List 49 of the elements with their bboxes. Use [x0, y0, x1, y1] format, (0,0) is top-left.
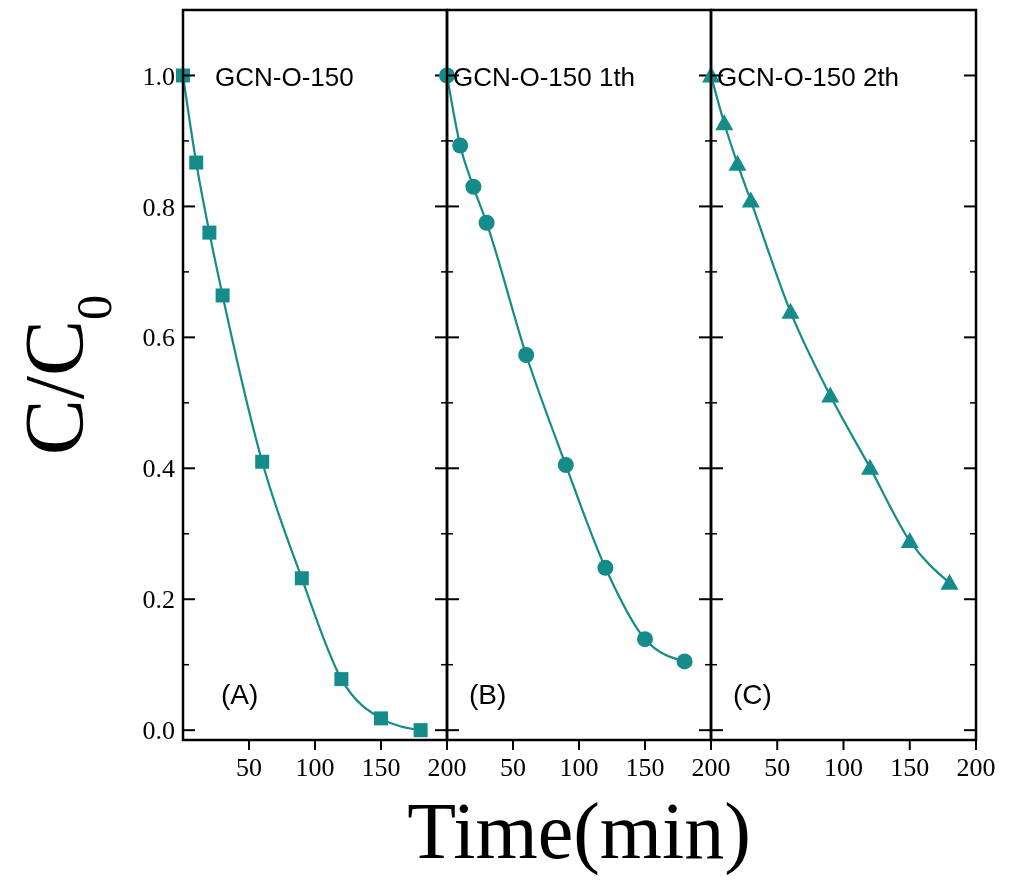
point	[940, 573, 959, 590]
point	[202, 225, 217, 240]
x-tick-label: 50	[764, 753, 791, 782]
x-tick-label: 200	[956, 753, 996, 782]
x-tick-label: 150	[890, 753, 930, 782]
point	[900, 531, 919, 548]
point	[413, 723, 428, 738]
annotation: GCN-O-150 2th	[717, 62, 900, 92]
point	[821, 386, 840, 403]
x-tick-label: 150	[625, 753, 665, 782]
y-tick-label: 0.0	[142, 716, 175, 746]
point	[861, 458, 879, 475]
point	[294, 571, 309, 586]
point	[637, 631, 653, 648]
annotation: (B)	[469, 679, 507, 710]
point	[518, 347, 535, 364]
y-tick-label: 0.2	[142, 585, 175, 615]
point	[728, 154, 747, 171]
x-tick-label: 50	[236, 753, 262, 782]
point	[374, 711, 388, 726]
x-tick-label: 200	[427, 753, 467, 782]
x-tick-label: 100	[295, 753, 335, 782]
point	[781, 302, 800, 319]
annotation: (A)	[221, 679, 259, 710]
point	[334, 672, 349, 687]
y-tick-label: 0.4	[142, 454, 175, 484]
point	[715, 114, 734, 131]
x-tick-label: 100	[824, 753, 863, 782]
point	[741, 191, 760, 208]
point	[215, 288, 230, 303]
point	[597, 559, 614, 576]
point	[478, 214, 495, 231]
point	[465, 178, 482, 195]
x-axis-title: Time(min)	[407, 787, 751, 876]
annotation: GCN-O-150 1th	[453, 62, 636, 92]
y-tick-label: 0.8	[142, 192, 175, 222]
point	[452, 137, 469, 154]
annotation: GCN-O-150	[215, 62, 354, 92]
x-tick-label: 100	[559, 753, 599, 782]
annotation: (C)	[733, 679, 772, 710]
point	[676, 653, 693, 670]
x-tick-label: 200	[691, 753, 731, 782]
point	[255, 454, 270, 469]
x-tick-label: 150	[361, 753, 401, 782]
y-tick-label: 1.0	[142, 61, 175, 91]
x-tick-label: 50	[500, 753, 526, 782]
point	[557, 457, 574, 474]
point	[189, 155, 204, 170]
y-tick-label: 0.6	[142, 323, 175, 353]
